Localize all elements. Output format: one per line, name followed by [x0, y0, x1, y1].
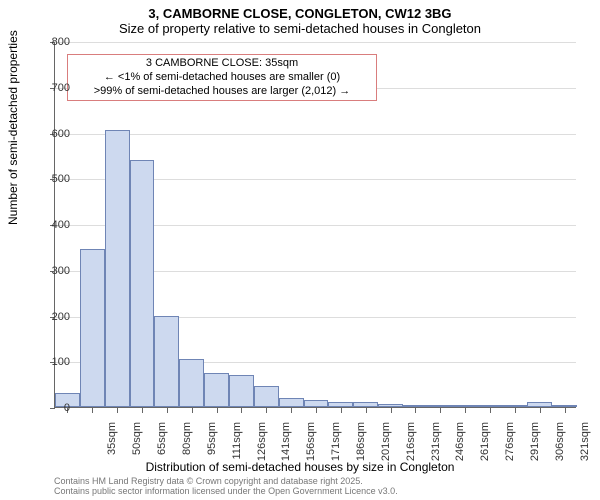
y-tick-label: 0 [34, 402, 70, 414]
x-tick-label: 321sqm [579, 422, 591, 472]
y-tick-label: 500 [34, 173, 70, 185]
footer-line2: Contains public sector information licen… [54, 486, 398, 496]
x-tick-label: 276sqm [504, 422, 516, 472]
chart-title-main: 3, CAMBORNE CLOSE, CONGLETON, CW12 3BG [0, 0, 600, 21]
x-tick-mark [291, 408, 292, 413]
gridline [55, 42, 576, 43]
y-tick-label: 200 [34, 311, 70, 323]
x-tick-mark [515, 408, 516, 413]
y-tick-label: 700 [34, 82, 70, 94]
y-tick-label: 300 [34, 265, 70, 277]
histogram-bar [229, 375, 254, 407]
chart-container: 3, CAMBORNE CLOSE, CONGLETON, CW12 3BG S… [0, 0, 600, 500]
plot-area: 3 CAMBORNE CLOSE: 35sqm← <1% of semi-det… [54, 42, 576, 408]
x-tick-mark [217, 408, 218, 413]
histogram-bar [154, 316, 179, 408]
x-tick-mark [192, 408, 193, 413]
histogram-bar [254, 386, 279, 407]
x-tick-mark [540, 408, 541, 413]
x-tick-label: 50sqm [131, 422, 143, 472]
histogram-bar [403, 405, 428, 407]
histogram-bar [527, 402, 552, 407]
histogram-bar [428, 405, 453, 407]
annotation-line: 3 CAMBORNE CLOSE: 35sqm [74, 57, 370, 71]
histogram-bar [353, 402, 378, 407]
y-tick-label: 800 [34, 36, 70, 48]
histogram-bar [552, 405, 577, 407]
x-tick-mark [341, 408, 342, 413]
x-tick-mark [366, 408, 367, 413]
annotation-line: >99% of semi-detached houses are larger … [74, 85, 370, 99]
x-tick-label: 261sqm [479, 422, 491, 472]
x-tick-label: 291sqm [529, 422, 541, 472]
x-tick-label: 95sqm [206, 422, 218, 472]
x-tick-label: 156sqm [305, 422, 317, 472]
x-tick-label: 80sqm [181, 422, 193, 472]
x-tick-label: 126sqm [256, 422, 268, 472]
histogram-bar [378, 404, 403, 407]
x-tick-mark [117, 408, 118, 413]
histogram-bar [328, 402, 353, 407]
x-tick-mark [142, 408, 143, 413]
histogram-bar [105, 130, 130, 407]
x-tick-label: 216sqm [405, 422, 417, 472]
annotation-line: ← <1% of semi-detached houses are smalle… [74, 71, 370, 85]
histogram-bar [80, 249, 105, 407]
histogram-bar [130, 160, 155, 407]
x-tick-mark [415, 408, 416, 413]
annotation-box: 3 CAMBORNE CLOSE: 35sqm← <1% of semi-det… [67, 54, 377, 101]
histogram-bar [453, 405, 478, 407]
x-tick-label: 306sqm [554, 422, 566, 472]
x-tick-mark [316, 408, 317, 413]
histogram-bar [279, 398, 304, 407]
x-tick-mark [241, 408, 242, 413]
histogram-bar [304, 400, 329, 407]
y-tick-label: 100 [34, 356, 70, 368]
x-tick-label: 246sqm [454, 422, 466, 472]
y-tick-label: 400 [34, 219, 70, 231]
x-tick-label: 201sqm [380, 422, 392, 472]
x-tick-mark [440, 408, 441, 413]
x-tick-label: 171sqm [330, 422, 342, 472]
x-tick-label: 65sqm [156, 422, 168, 472]
gridline [55, 134, 576, 135]
y-tick-label: 600 [34, 128, 70, 140]
x-tick-mark [565, 408, 566, 413]
chart-title-sub: Size of property relative to semi-detach… [0, 21, 600, 36]
footer-attribution: Contains HM Land Registry data © Crown c… [54, 476, 398, 497]
x-tick-label: 231sqm [430, 422, 442, 472]
histogram-bar [204, 373, 229, 407]
x-tick-mark [92, 408, 93, 413]
histogram-bar [478, 405, 503, 407]
x-tick-label: 111sqm [231, 422, 243, 472]
footer-line1: Contains HM Land Registry data © Crown c… [54, 476, 398, 486]
x-tick-label: 35sqm [106, 422, 118, 472]
x-tick-mark [266, 408, 267, 413]
x-tick-mark [167, 408, 168, 413]
y-axis-label: Number of semi-detached properties [6, 30, 20, 225]
x-tick-mark [490, 408, 491, 413]
x-tick-label: 186sqm [355, 422, 367, 472]
x-tick-mark [391, 408, 392, 413]
x-tick-mark [465, 408, 466, 413]
x-tick-label: 141sqm [280, 422, 292, 472]
histogram-bar [179, 359, 204, 407]
histogram-bar [502, 405, 527, 407]
